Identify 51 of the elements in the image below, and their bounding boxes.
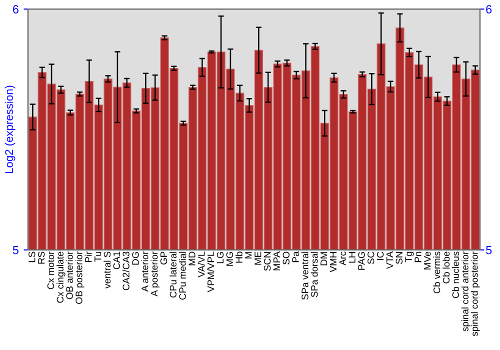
x-tick-label: VMH — [330, 252, 336, 272]
x-tick-label: VA/VL — [198, 252, 205, 278]
x-tick-label: LS — [28, 252, 36, 262]
x-tick-label: MD — [188, 252, 196, 266]
x-tick-label: LH — [348, 252, 356, 263]
x-tick-label: A anterior — [141, 251, 148, 292]
x-tick-label: OB anterior — [66, 251, 73, 300]
x-tick-label: Cx motor — [47, 251, 54, 290]
x-tick-label: Tu — [94, 252, 102, 262]
x-tick-label: Pa — [292, 251, 299, 262]
y2-tick-label: 6 — [486, 5, 492, 14]
x-tick-label: SC — [368, 252, 374, 264]
x-tick-label: CPu lateral — [170, 252, 176, 298]
x-tick-label: Arc — [339, 252, 346, 266]
x-tick-label: ventral S — [104, 252, 111, 289]
x-tick-label: CA1 — [113, 252, 120, 270]
x-tick-label: Cb lobe — [442, 252, 450, 284]
x-tick-label: M — [245, 252, 252, 258]
x-tick-label: MG — [226, 252, 233, 266]
x-tick-label: Cb vermis — [433, 252, 440, 294]
x-tick-label: IC — [376, 252, 384, 260]
x-tick-label: MVe — [424, 252, 431, 270]
x-tick-label: SPa dorsal — [310, 252, 318, 298]
x-tick-label: PAG — [358, 252, 365, 270]
x-tick-label: OB posterior — [75, 251, 84, 304]
x-tick-label: Pn — [414, 252, 422, 262]
x-tick-label: DM — [320, 252, 328, 266]
x-tick-label: ME — [254, 252, 262, 265]
x-tick-label: spinal cord anterior — [461, 251, 470, 332]
x-tick-label: SN — [396, 252, 402, 264]
x-tick-label: SO — [282, 252, 290, 265]
y2-tick-label: 5 — [486, 246, 492, 254]
x-tick-label: RS — [38, 252, 45, 264]
x-tick-label: DG — [132, 252, 139, 265]
x-tick-label: Tg — [405, 252, 414, 262]
x-tick-label: Cb nucleus — [452, 252, 459, 298]
x-tick-label: LG — [216, 252, 224, 264]
x-tick-label: VTA — [386, 251, 393, 269]
y-axis-title: Log2 (expression) — [4, 86, 16, 174]
x-tick-label: GP — [160, 252, 168, 264]
x-tick-label: CPu medial — [178, 252, 186, 300]
x-tick-label: Pir — [84, 251, 92, 262]
x-tick-label: SCN — [264, 252, 271, 271]
x-tick-label: SPa ventral — [301, 252, 308, 300]
x-tick-label: spinal cord posterior — [470, 251, 480, 336]
x-tick-label: Cx cingulate — [56, 252, 66, 303]
x-tick-label: VPM/VPL — [207, 252, 214, 292]
x-tick-label: Hb — [235, 252, 242, 263]
x-tick-label: A posterior — [150, 251, 160, 296]
x-tick-label: CA2/CA3 — [122, 252, 130, 290]
x-tick-label: MPA — [273, 251, 280, 270]
